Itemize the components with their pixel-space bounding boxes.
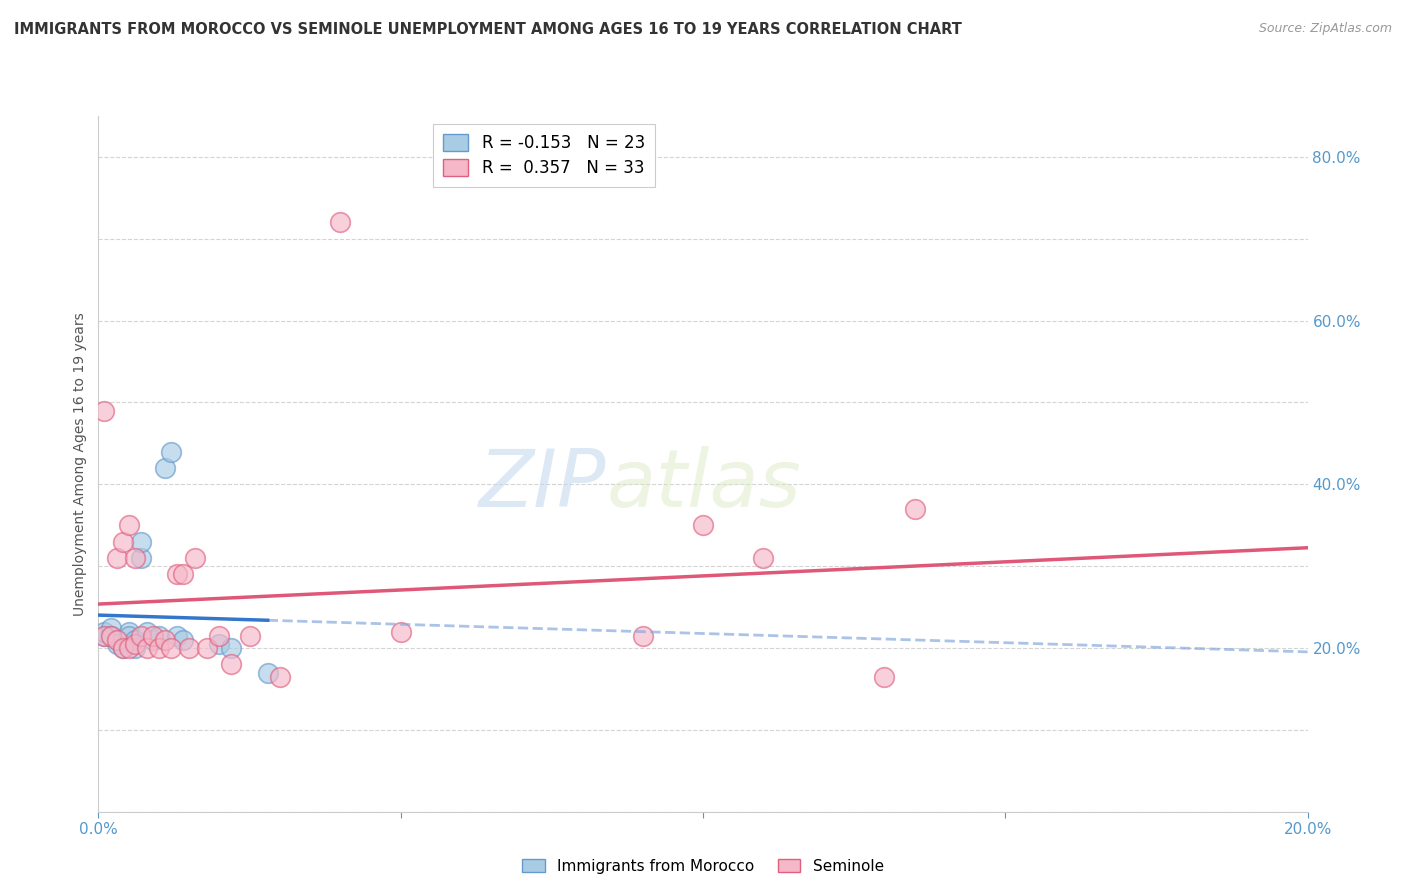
Point: [118, 640, 141, 655]
Y-axis label: Unemployment Among Ages 16 to 19 years: Unemployment Among Ages 16 to 19 years: [73, 312, 87, 615]
Point: [153, 632, 176, 647]
Legend: R = -0.153   N = 23, R =  0.357   N = 33: R = -0.153 N = 23, R = 0.357 N = 33: [433, 124, 655, 187]
Point: [93, 624, 115, 639]
Point: [389, 624, 412, 639]
Point: [256, 665, 278, 680]
Point: [105, 637, 128, 651]
Point: [166, 629, 188, 643]
Point: [93, 403, 115, 417]
Point: [105, 551, 128, 566]
Legend: Immigrants from Morocco, Seminole: Immigrants from Morocco, Seminole: [516, 853, 890, 880]
Point: [153, 461, 176, 475]
Point: [221, 657, 243, 672]
Point: [142, 632, 165, 647]
Point: [118, 624, 141, 639]
Point: [142, 629, 165, 643]
Point: [631, 629, 654, 643]
Point: [129, 551, 152, 566]
Point: [160, 640, 183, 655]
Point: [221, 640, 243, 655]
Point: [111, 534, 134, 549]
Point: [118, 518, 141, 533]
Text: atlas: atlas: [606, 446, 801, 524]
Point: [93, 629, 115, 643]
Point: [135, 624, 157, 639]
Point: [100, 629, 122, 643]
Point: [124, 551, 146, 566]
Point: [166, 567, 188, 582]
Point: [873, 670, 896, 684]
Point: [195, 640, 218, 655]
Point: [239, 629, 262, 643]
Point: [179, 640, 201, 655]
Point: [208, 637, 231, 651]
Point: [148, 640, 170, 655]
Point: [752, 551, 775, 566]
Point: [135, 640, 157, 655]
Text: ZIP: ZIP: [479, 446, 606, 524]
Text: IMMIGRANTS FROM MOROCCO VS SEMINOLE UNEMPLOYMENT AMONG AGES 16 TO 19 YEARS CORRE: IMMIGRANTS FROM MOROCCO VS SEMINOLE UNEM…: [14, 22, 962, 37]
Point: [124, 637, 146, 651]
Point: [208, 629, 231, 643]
Point: [124, 632, 146, 647]
Point: [124, 640, 146, 655]
Point: [184, 551, 207, 566]
Point: [129, 534, 152, 549]
Text: Source: ZipAtlas.com: Source: ZipAtlas.com: [1258, 22, 1392, 36]
Point: [269, 670, 291, 684]
Point: [148, 629, 170, 643]
Point: [111, 640, 134, 655]
Point: [172, 632, 194, 647]
Point: [172, 567, 194, 582]
Point: [111, 640, 134, 655]
Point: [100, 629, 122, 643]
Point: [160, 444, 183, 458]
Point: [100, 621, 122, 635]
Point: [129, 629, 152, 643]
Point: [105, 632, 128, 647]
Point: [692, 518, 714, 533]
Point: [329, 215, 352, 229]
Point: [904, 501, 927, 516]
Point: [93, 629, 115, 643]
Point: [105, 632, 128, 647]
Point: [118, 629, 141, 643]
